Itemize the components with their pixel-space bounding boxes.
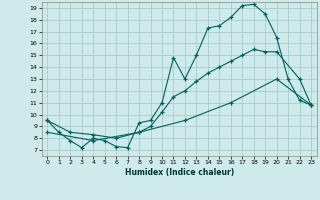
X-axis label: Humidex (Indice chaleur): Humidex (Indice chaleur) xyxy=(124,168,234,177)
